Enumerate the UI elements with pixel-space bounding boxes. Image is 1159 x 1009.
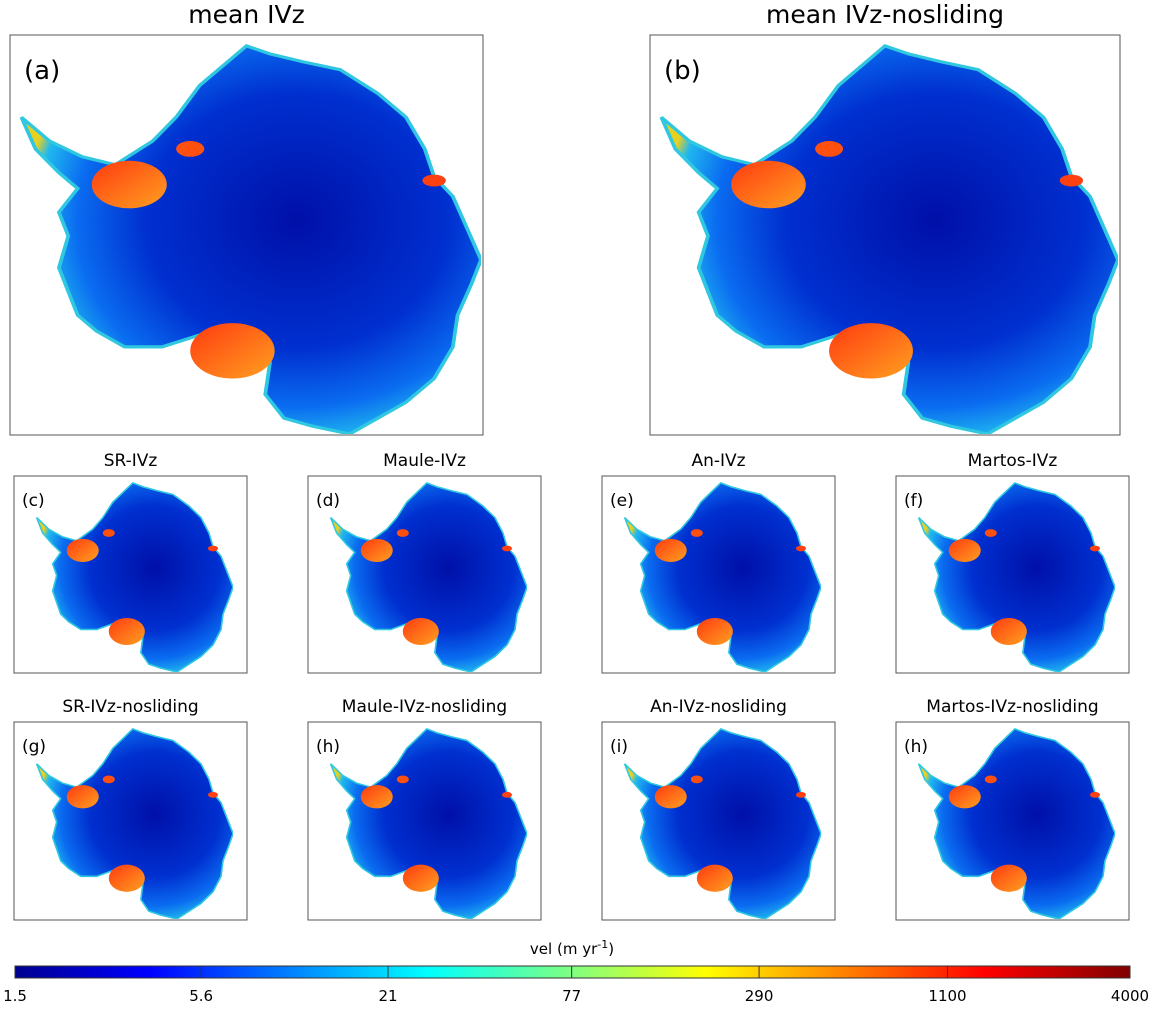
panel-label: (e) [610,491,634,511]
colorbar-tick-label: 290 [745,987,774,1005]
panel-label: (f) [904,491,923,511]
colorbar-tick-label: 1.5 [3,987,27,1005]
map [661,46,1118,434]
panel-title: mean IVz-nosliding [766,0,1004,29]
panel-label: (g) [22,737,46,757]
panel-label: (a) [24,56,60,86]
colorbar-tick-label: 5.6 [189,987,213,1005]
colorbar-tick-label: 21 [378,987,397,1005]
panel-label: (d) [316,491,340,511]
map [625,483,821,672]
map [37,729,233,919]
colorbar-tick-label: 77 [562,987,581,1005]
map [919,729,1115,919]
map [21,46,481,434]
colorbar-label: vel (m yr-1) [530,938,614,958]
panel-label: (h) [316,737,340,757]
map [331,483,527,672]
map [37,483,233,672]
panel-title: Maule-IVz [383,451,466,471]
panel-title: An-IVz [691,451,745,471]
panel-title: SR-IVz [104,451,158,471]
map [331,729,527,919]
panel-label: (c) [22,491,45,511]
panel-label: (b) [664,56,701,86]
panel-label: (h) [904,737,928,757]
panel-title: Martos-IVz-nosliding [926,697,1098,717]
figure: vel (m yr-1) mean IVz (a) mean IVz-noslidi… [0,0,1159,1009]
colorbar-tick-label: 4000 [1111,987,1149,1005]
map [625,729,821,919]
map [919,483,1115,672]
panel-title: Maule-IVz-nosliding [342,697,507,717]
panel-title: mean IVz [188,0,304,29]
panel-label: (i) [610,737,628,757]
panel-title: Martos-IVz [968,451,1058,471]
colorbar [15,966,1130,978]
panel-title: An-IVz-nosliding [650,697,787,717]
colorbar-tick-label: 1100 [928,987,966,1005]
panel-title: SR-IVz-nosliding [62,697,198,717]
